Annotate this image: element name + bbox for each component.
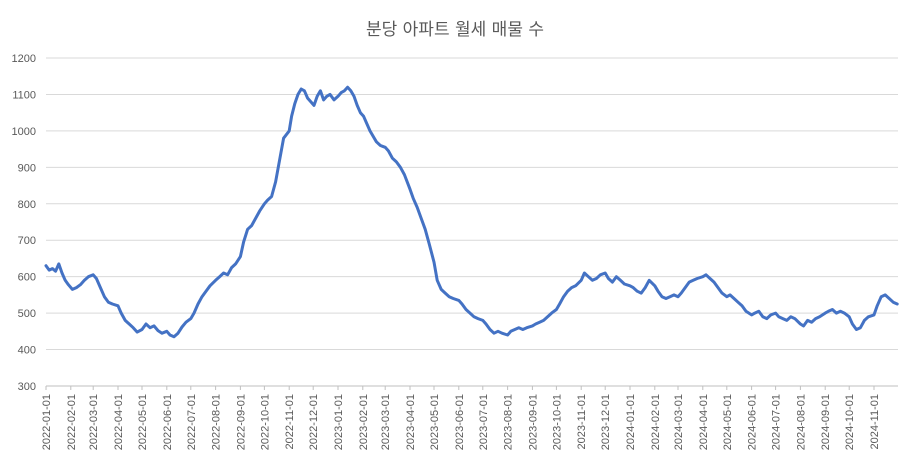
x-tick-label: 2023-10-01 bbox=[551, 394, 563, 450]
x-tick-label: 2023-01-01 bbox=[333, 394, 345, 450]
x-tick-label: 2023-02-01 bbox=[358, 394, 370, 450]
x-tick-label: 2022-05-01 bbox=[137, 394, 149, 450]
y-tick-label: 300 bbox=[18, 381, 36, 393]
x-tick-label: 2023-06-01 bbox=[454, 394, 466, 450]
x-tick-label: 2024-08-01 bbox=[795, 394, 807, 450]
gridlines bbox=[46, 57, 898, 387]
y-tick-label: 800 bbox=[18, 199, 36, 211]
y-axis-tick-labels: 300 400 500 600 700 800 900 1000 1100 1200 bbox=[12, 53, 36, 393]
y-tick-label: 1200 bbox=[12, 53, 36, 65]
x-tick-label: 2022-03-01 bbox=[88, 394, 100, 450]
y-tick-label: 500 bbox=[18, 308, 36, 320]
x-tick-label: 2024-05-01 bbox=[722, 394, 734, 450]
y-tick-label: 400 bbox=[18, 345, 36, 357]
x-tick-label: 2023-12-01 bbox=[600, 394, 612, 450]
x-tick-label: 2023-09-01 bbox=[527, 394, 539, 450]
x-tick-label: 2022-10-01 bbox=[259, 394, 271, 450]
x-axis-tick-labels: 2022-01-01 2022-02-01 2022-03-01 2022-04-01… bbox=[41, 386, 881, 450]
chart-title: 분당 아파트 월세 매물 수 bbox=[366, 20, 544, 40]
x-tick-label: 2022-02-01 bbox=[66, 394, 78, 450]
x-tick-label: 2023-04-01 bbox=[405, 394, 417, 450]
x-tick-label: 2023-11-01 bbox=[576, 394, 588, 449]
y-tick-label: 900 bbox=[18, 162, 36, 174]
x-tick-label: 2022-07-01 bbox=[186, 394, 198, 450]
x-tick-label: 2024-07-01 bbox=[771, 394, 783, 450]
series-line bbox=[44, 85, 899, 339]
x-tick-label: 2022-12-01 bbox=[308, 394, 320, 450]
x-tick-label: 2023-07-01 bbox=[478, 394, 490, 450]
y-tick-label: 600 bbox=[18, 272, 36, 284]
x-tick-label: 2024-10-01 bbox=[844, 394, 856, 450]
x-tick-label: 2023-03-01 bbox=[380, 394, 392, 450]
x-tick-label: 2022-11-01 bbox=[284, 394, 296, 449]
x-tick-label: 2022-06-01 bbox=[162, 394, 174, 450]
x-tick-label: 2024-02-01 bbox=[650, 394, 662, 450]
x-tick-label: 2023-05-01 bbox=[429, 394, 441, 450]
x-tick-label: 2022-04-01 bbox=[113, 394, 125, 450]
x-tick-label: 2022-01-01 bbox=[41, 394, 53, 450]
x-tick-label: 2024-06-01 bbox=[747, 394, 759, 450]
series-layer bbox=[44, 85, 899, 339]
x-tick-label: 2022-08-01 bbox=[211, 394, 223, 450]
y-tick-label: 1100 bbox=[12, 89, 36, 101]
x-tick-label: 2023-08-01 bbox=[503, 394, 515, 450]
y-tick-label: 1000 bbox=[12, 126, 36, 138]
x-tick-label: 2024-04-01 bbox=[698, 394, 710, 450]
x-tick-label: 2024-03-01 bbox=[673, 394, 685, 450]
x-tick-label: 2024-01-01 bbox=[625, 394, 637, 450]
x-tick-label: 2024-11-01 bbox=[869, 394, 881, 449]
x-tick-label: 2022-09-01 bbox=[235, 394, 247, 450]
x-tick-label: 2024-09-01 bbox=[820, 394, 832, 450]
y-tick-label: 700 bbox=[18, 235, 36, 247]
